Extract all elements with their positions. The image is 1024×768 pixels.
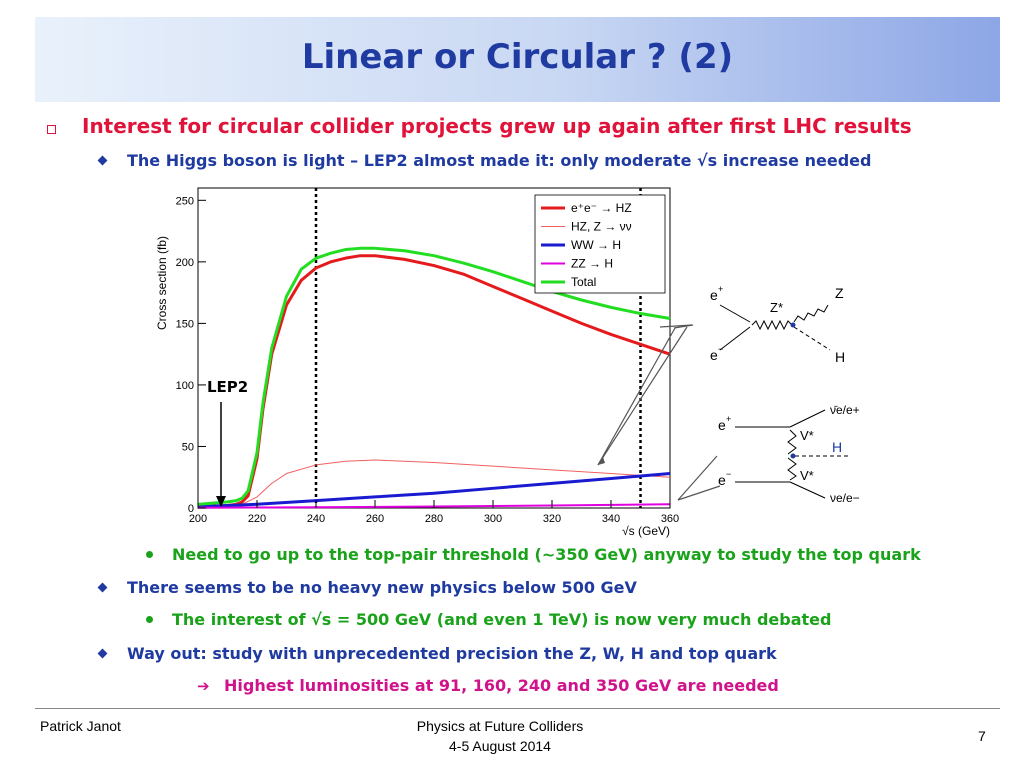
- x-tick-label: 200: [189, 513, 207, 525]
- dot-bullet-icon: [146, 616, 153, 623]
- lep2-annotation: LEP2: [207, 378, 249, 396]
- svg-text:νe/e−: νe/e−: [830, 491, 860, 505]
- bullet-no-heavy-physics: There seems to be no heavy new physics b…: [127, 578, 637, 597]
- bullet-500-debated: The interest of √s = 500 GeV (and even 1…: [172, 610, 832, 629]
- x-tick-label: 240: [307, 513, 325, 525]
- y-tick-label: 100: [176, 380, 194, 392]
- svg-text:H: H: [835, 349, 845, 365]
- chart-legend: e⁺e⁻ → HZ HZ, Z → νν WW → H ZZ → H Total: [534, 194, 666, 294]
- square-bullet-icon: [47, 125, 56, 134]
- feynman-diagrams: e + e − Z* Z H e + e − V* V* H ν̄e/e+ νe…: [597, 284, 860, 505]
- legend-entry: WW → H: [571, 238, 621, 252]
- title-bar: Linear or Circular ? (2): [35, 17, 1000, 102]
- svg-text:V*: V*: [800, 428, 814, 443]
- x-tick-label: 320: [543, 513, 561, 525]
- bullet-higgs-light: The Higgs boson is light – LEP2 almost m…: [127, 151, 872, 170]
- lep2-arrow-icon: [216, 402, 226, 507]
- svg-text:+: +: [726, 414, 731, 424]
- cross-section-chart: e⁺e⁻ → HZ HZ, Z → νν WW → H ZZ → H Total 0 50…: [155, 187, 679, 538]
- footer-event: Physics at Future Colliders: [416, 718, 584, 734]
- legend-entry: e⁺e⁻ → HZ: [571, 201, 632, 215]
- page-number: 7: [978, 728, 986, 744]
- legend-entry: ZZ → H: [571, 257, 613, 271]
- series-line-2: [197, 472, 671, 509]
- legend-box: [534, 194, 666, 294]
- svg-text:e: e: [718, 472, 726, 488]
- x-tick-label: 360: [661, 513, 679, 525]
- right-arrow-icon: ➔: [197, 677, 210, 695]
- vbf-diagram-icon: e + e − V* V* H ν̄e/e+ νe/e−: [718, 403, 860, 505]
- svg-text:e: e: [710, 347, 718, 363]
- x-tick-label: 280: [425, 513, 443, 525]
- higgsstrahlung-diagram-icon: e + e − Z* Z H: [710, 284, 845, 365]
- svg-text:ν̄e/e+: ν̄e/e+: [830, 403, 860, 417]
- dot-bullet-icon: [146, 551, 153, 558]
- y-tick-label: 250: [176, 195, 194, 207]
- svg-text:−: −: [726, 469, 731, 479]
- svg-text:+: +: [718, 284, 723, 294]
- x-tick-label: 220: [248, 513, 266, 525]
- y-tick-label: 200: [176, 257, 194, 269]
- y-tick-label: 50: [182, 441, 194, 453]
- legend-entry: Total: [571, 275, 596, 289]
- bullet-circular-interest: Interest for circular collider projects …: [82, 114, 912, 138]
- diamond-bullet-icon: [97, 582, 108, 593]
- x-tick-label: 340: [602, 513, 620, 525]
- y-axis-label: Cross section (fb): [155, 236, 169, 330]
- svg-text:e: e: [718, 417, 726, 433]
- svg-text:Z*: Z*: [770, 300, 783, 315]
- svg-text:Z: Z: [835, 285, 844, 301]
- bullet-top-threshold: Need to go up to the top-pair threshold …: [172, 545, 921, 564]
- footer-date: 4-5 August 2014: [449, 738, 551, 754]
- footer-divider: [35, 708, 1000, 709]
- svg-text:H: H: [832, 439, 842, 455]
- x-tick-label: 300: [484, 513, 502, 525]
- footer-author: Patrick Janot: [40, 718, 121, 734]
- diamond-bullet-icon: [97, 155, 108, 166]
- x-tick-label: 260: [366, 513, 384, 525]
- slide-title: Linear or Circular ? (2): [301, 37, 734, 77]
- series-line-0: [197, 254, 671, 509]
- bullet-way-out: Way out: study with unprecedented precis…: [127, 644, 777, 663]
- x-axis-label: √s (GeV): [622, 524, 670, 538]
- bullet-luminosities: Highest luminosities at 91, 160, 240 and…: [224, 676, 779, 695]
- y-tick-label: 0: [188, 503, 194, 515]
- diamond-bullet-icon: [97, 648, 108, 659]
- svg-text:e: e: [710, 287, 718, 303]
- legend-entry: HZ, Z → νν: [571, 220, 632, 234]
- svg-text:V*: V*: [800, 468, 814, 483]
- y-tick-label: 150: [176, 318, 194, 330]
